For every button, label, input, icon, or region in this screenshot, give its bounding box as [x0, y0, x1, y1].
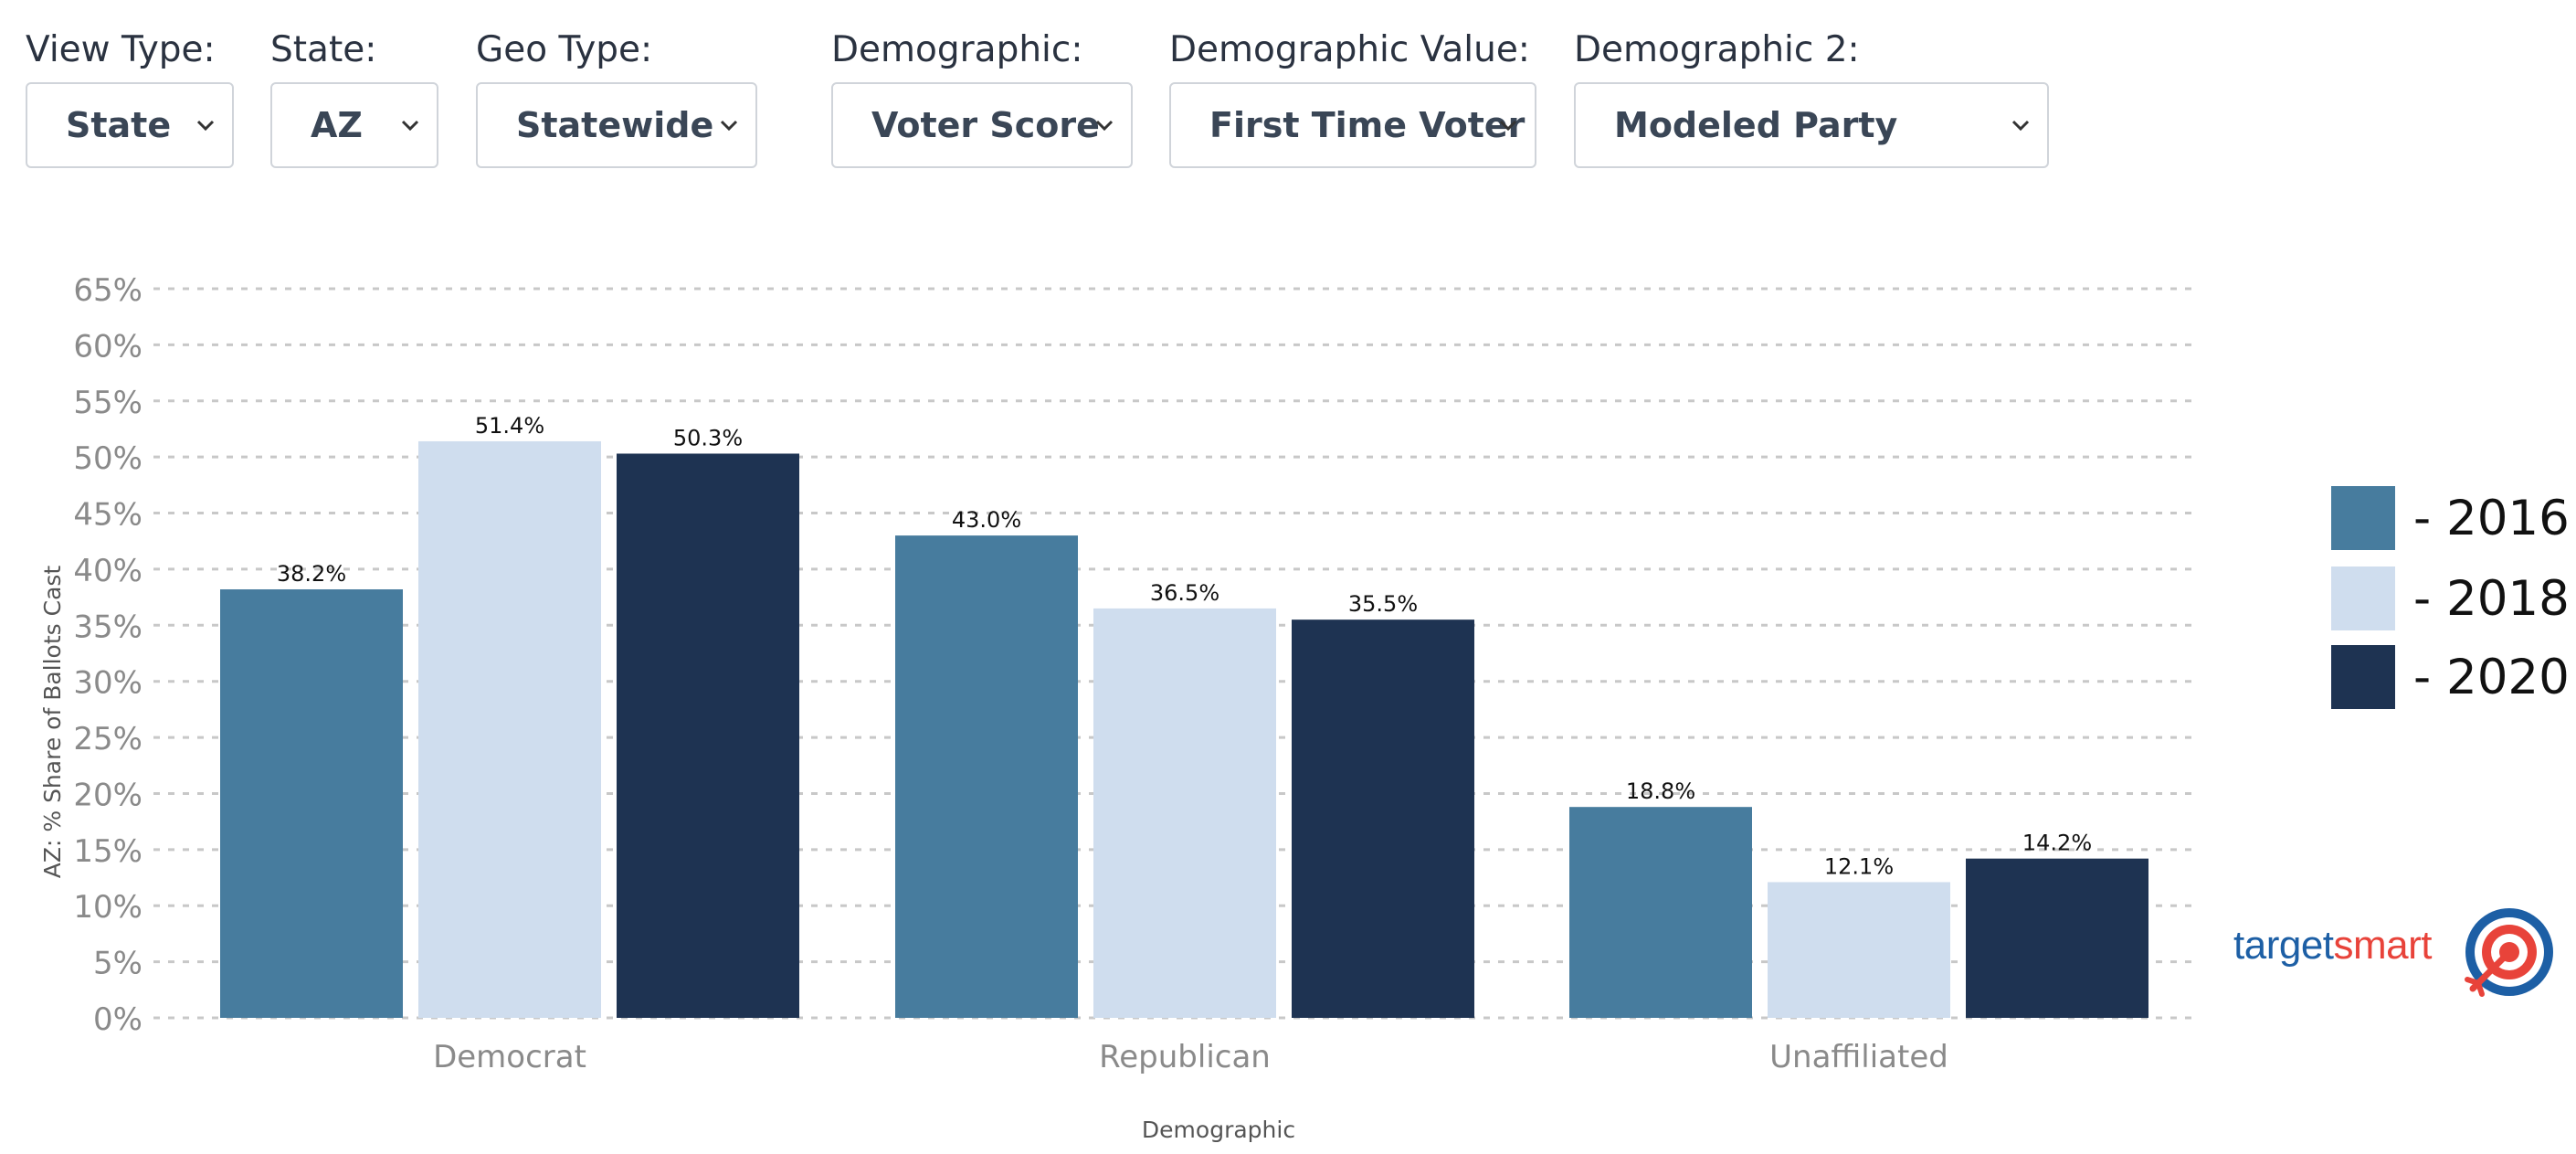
y-tick-label: 50%: [73, 440, 143, 477]
legend-swatch: [2331, 486, 2395, 550]
data-labels: 38.2% 51.4% 50.3% 43.0% 36.5% 35.5% 18.8% 12.1%…: [277, 413, 2092, 879]
y-tick-label: 65%: [73, 272, 143, 309]
x-tick-label: Democrat: [433, 1039, 586, 1075]
demographic-select[interactable]: Voter Score: [831, 82, 1133, 168]
chevron-down-icon: [1499, 120, 1517, 132]
filter-label: Geo Type:: [476, 29, 653, 70]
legend-label: - 2020: [2413, 649, 2570, 705]
y-tick-label: 30%: [73, 665, 143, 702]
select-value: Statewide: [516, 105, 714, 145]
data-label: 35.5%: [1348, 591, 1418, 617]
logo-text-smart: smart: [2333, 923, 2433, 968]
data-label: 50.3%: [673, 425, 743, 450]
data-label: 38.2%: [277, 561, 346, 587]
y-tick-label: 15%: [73, 833, 143, 870]
y-tick-label: 25%: [73, 721, 143, 757]
select-value: Voter Score: [871, 105, 1100, 145]
chevron-down-icon: [196, 120, 215, 132]
filter-label: View Type:: [26, 29, 216, 70]
state-select[interactable]: AZ: [270, 82, 438, 168]
legend-item-2016: - 2016: [2331, 485, 2570, 551]
filter-label: Demographic:: [831, 29, 1083, 70]
data-label: 14.2%: [2022, 831, 2092, 856]
bar-democrat-2020: [617, 453, 799, 1018]
view-type-select[interactable]: State: [26, 82, 234, 168]
axes: 0% 5% 10% 15% 20% 25% 30% 35% 40% 45% 50% 55% 60% 65%…: [73, 272, 1948, 1075]
x-tick-label: Republican: [1099, 1039, 1271, 1075]
logo-wordmark: targetsmart: [2233, 923, 2433, 969]
data-label: 43.0%: [952, 507, 1021, 533]
bar-republican-2018: [1093, 608, 1276, 1018]
chevron-down-icon: [2011, 120, 2030, 132]
data-label: 12.1%: [1824, 853, 1894, 879]
y-tick-label: 45%: [73, 497, 143, 534]
bar-unaffiliated-2016: [1569, 807, 1752, 1018]
select-value: Modeled Party: [1614, 105, 1898, 145]
legend-swatch: [2331, 645, 2395, 709]
y-axis-title: AZ: % Share of Ballots Cast: [39, 566, 66, 879]
legend-label: - 2018: [2413, 570, 2570, 627]
x-tick-label: Unaffiliated: [1769, 1039, 1948, 1075]
x-axis-title: Demographic: [1142, 1117, 1295, 1143]
select-value: AZ: [311, 105, 363, 145]
bar-unaffiliated-2020: [1966, 858, 2148, 1018]
chevron-down-icon: [1095, 120, 1114, 132]
chevron-down-icon: [720, 120, 738, 132]
select-value: First Time Voter: [1209, 105, 1526, 145]
filter-label: State:: [270, 29, 377, 70]
data-label: 36.5%: [1150, 580, 1219, 606]
geo-type-select[interactable]: Statewide: [476, 82, 757, 168]
bar-chart: 38.2% 51.4% 50.3% 43.0% 36.5% 35.5% 18.8% 12.1%…: [39, 272, 2197, 1143]
logo-text-target: target: [2233, 923, 2334, 968]
select-value: State: [66, 105, 172, 145]
demographic-value-select[interactable]: First Time Voter: [1169, 82, 1536, 168]
bar-democrat-2018: [418, 440, 601, 1018]
demographic-2-select[interactable]: Modeled Party: [1574, 82, 2049, 168]
y-tick-label: 20%: [73, 777, 143, 813]
chevron-down-icon: [401, 120, 419, 132]
legend-swatch: [2331, 566, 2395, 630]
filter-label: Demographic 2:: [1574, 29, 1860, 70]
y-tick-label: 5%: [93, 946, 143, 982]
y-tick-label: 40%: [73, 553, 143, 589]
data-label: 51.4%: [475, 413, 544, 439]
bar-republican-2020: [1292, 619, 1474, 1018]
filter-label: Demographic Value:: [1169, 29, 1530, 70]
y-tick-label: 35%: [73, 609, 143, 645]
legend-item-2018: - 2018: [2331, 566, 2570, 631]
bar-republican-2016: [895, 535, 1078, 1018]
target-icon: [2465, 908, 2553, 997]
bar-democrat-2016: [220, 589, 403, 1018]
targetsmart-logo: targetsmart: [2233, 905, 2553, 1005]
y-tick-label: 0%: [93, 1001, 143, 1038]
legend-label: - 2016: [2413, 490, 2570, 546]
legend-item-2020: - 2020: [2331, 644, 2570, 710]
y-tick-label: 10%: [73, 889, 143, 926]
y-tick-label: 55%: [73, 385, 143, 421]
bars: [220, 440, 2148, 1018]
y-tick-label: 60%: [73, 328, 143, 365]
data-label: 18.8%: [1626, 778, 1695, 804]
bar-unaffiliated-2018: [1768, 882, 1950, 1018]
